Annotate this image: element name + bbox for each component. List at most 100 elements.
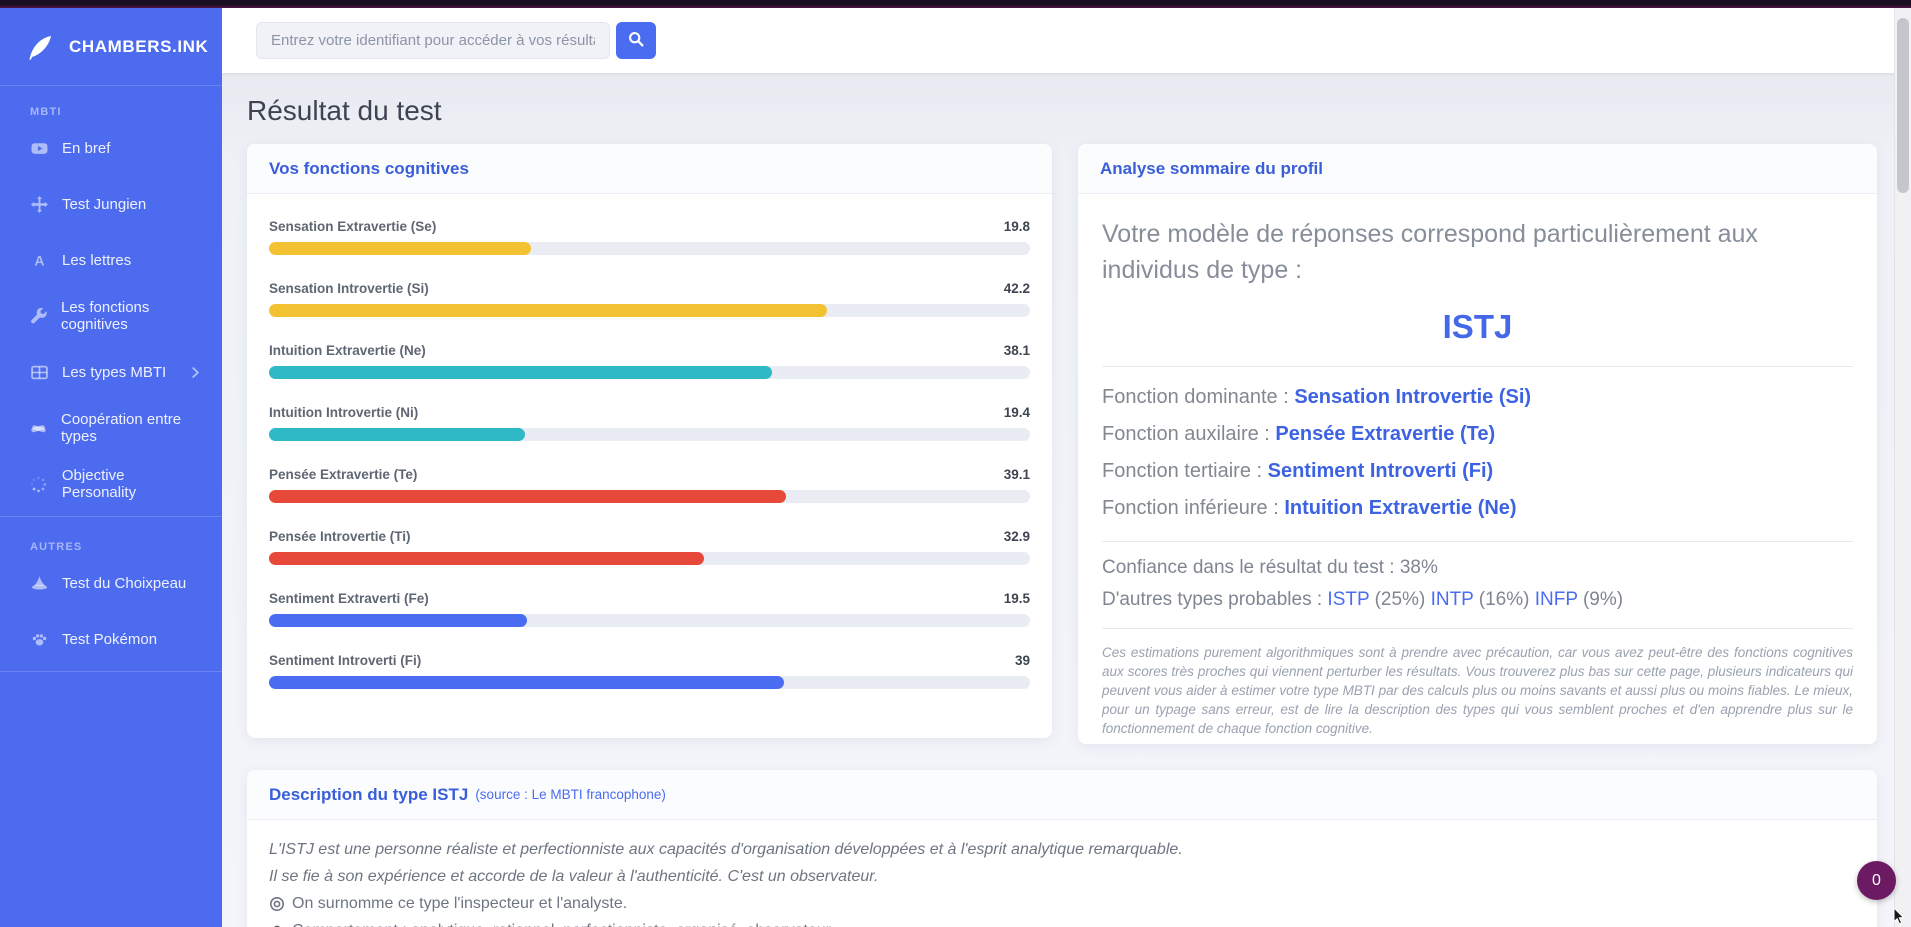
score-bar-track	[269, 304, 1030, 317]
function-score-row: Pensée Extravertie (Te) 39.1	[269, 467, 1030, 503]
paw-icon	[30, 631, 48, 648]
type-description-source: (source : Le MBTI francophone)	[475, 787, 666, 802]
function-label: Pensée Introvertie (Ti)	[269, 529, 411, 544]
brand[interactable]: CHAMBERS.INK	[0, 8, 222, 86]
sidebar-item-en-bref[interactable]: En bref	[0, 120, 222, 176]
page-scrollbar[interactable]	[1894, 8, 1911, 927]
video-icon	[30, 140, 48, 157]
function-score-row: Sensation Extravertie (Se) 19.8	[269, 219, 1030, 255]
divider	[1102, 366, 1853, 367]
score-bar-track	[269, 614, 1030, 627]
sidebar-item-objective-personality[interactable]: Objective Personality	[0, 456, 222, 512]
sidebar-item-label: Test du Choixpeau	[62, 574, 187, 592]
score-bar-track	[269, 366, 1030, 379]
score-bar-fill	[269, 428, 526, 441]
profile-analysis-card-header: Analyse sommaire du profil	[1078, 144, 1877, 194]
score-bar-track	[269, 242, 1030, 255]
disclaimer-text: Ces estimations purement algorithmiques …	[1102, 645, 1853, 736]
function-stack-line: Fonction inférieure : Intuition Extraver…	[1102, 490, 1853, 527]
function-score: 32.9	[1003, 529, 1030, 544]
type-link-intp[interactable]: INTP	[1430, 589, 1474, 610]
notification-badge[interactable]: 0	[1857, 861, 1896, 900]
description-text: L'ISTJ est une personne réaliste et perf…	[269, 841, 1183, 858]
sidebar-item-les-lettres[interactable]: A Les lettres	[0, 232, 222, 288]
function-label: Sensation Extravertie (Se)	[269, 219, 437, 234]
function-stack-value: Pensée Extravertie (Te)	[1275, 423, 1496, 445]
function-label: Sensation Introvertie (Si)	[269, 281, 429, 296]
function-score-row: Intuition Introvertie (Ni) 19.4	[269, 405, 1030, 441]
function-stack-line: Fonction tertiaire : Sentiment Introvert…	[1102, 453, 1853, 490]
feather-logo-icon	[24, 31, 56, 63]
handshake-icon	[30, 420, 47, 437]
sidebar-item-label: Coopération entre types	[61, 411, 182, 445]
type-description-card: Description du type ISTJ (source : Le MB…	[247, 770, 1877, 927]
sidebar-section-label: AUTRES	[30, 541, 83, 553]
score-bar-fill	[269, 242, 531, 255]
function-score: 39	[1014, 653, 1030, 668]
score-bar-fill	[269, 676, 785, 689]
function-stack-value: Sentiment Introverti (Fi)	[1267, 460, 1494, 482]
type-description-card-title: Description du type ISTJ	[269, 784, 469, 804]
sidebar-section-label: MBTI	[30, 106, 62, 118]
pin-icon	[269, 923, 285, 927]
function-score-row: Intuition Extravertie (Ne) 38.1	[269, 343, 1030, 379]
function-stack-value: Intuition Extravertie (Ne)	[1284, 497, 1517, 519]
letter-a-icon: A	[30, 252, 48, 269]
other-types-label: D'autres types probables :	[1102, 589, 1328, 610]
sidebar-item-test-jungien[interactable]: Test Jungien	[0, 176, 222, 232]
wrench-icon	[30, 307, 47, 325]
function-score-row: Pensée Introvertie (Ti) 32.9	[269, 529, 1030, 565]
search-input[interactable]	[256, 22, 610, 59]
browser-top-strip	[0, 0, 1911, 8]
function-stack-line: Fonction dominante : Sensation Introvert…	[1102, 379, 1853, 416]
analysis-intro: Votre modèle de réponses correspond part…	[1102, 220, 1758, 284]
sidebar-item-test-pokemon[interactable]: Test Pokémon	[0, 611, 222, 667]
type-probability: (16%)	[1473, 589, 1535, 610]
sidebar-sections: MBTI En bref Test Jungien A Les lettres Les f…	[0, 86, 222, 672]
other-types-line: D'autres types probables : ISTP (25%) IN…	[1102, 584, 1853, 616]
description-line: L'ISTJ est une personne réaliste et perf…	[269, 836, 1855, 863]
type-link-infp[interactable]: INFP	[1534, 589, 1578, 610]
wizard-hat-icon	[30, 575, 48, 592]
sidebar-item-les-types-mbti[interactable]: Les types MBTI	[0, 344, 222, 400]
function-stack: Fonction dominante : Sensation Introvert…	[1102, 367, 1853, 527]
function-score: 39.1	[1003, 467, 1030, 482]
function-score: 42.2	[1003, 281, 1030, 296]
brand-name: CHAMBERS.INK	[69, 36, 209, 56]
description-line: Il se fie à son expérience et accorde de…	[269, 863, 1855, 890]
score-bar-track	[269, 428, 1030, 441]
result-type: ISTJ	[1442, 308, 1513, 345]
search-button[interactable]	[616, 22, 656, 59]
function-label: Intuition Extravertie (Ne)	[269, 343, 426, 358]
type-link-istp[interactable]: ISTP	[1327, 589, 1370, 610]
sidebar-divider	[0, 671, 222, 672]
mouse-cursor	[1893, 906, 1907, 927]
sidebar-divider	[0, 516, 222, 517]
sidebar: CHAMBERS.INK MBTI En bref Test Jungien A Les…	[0, 8, 222, 927]
sidebar-item-cooperation-entre-types[interactable]: Coopération entre types	[0, 400, 222, 456]
score-bar-track	[269, 490, 1030, 503]
type-probability: (9%)	[1577, 589, 1624, 610]
sidebar-item-test-du-choixpeau[interactable]: Test du Choixpeau	[0, 555, 222, 611]
sidebar-item-label: Les types MBTI	[62, 363, 167, 381]
sidebar-item-label: Les lettres	[62, 251, 132, 269]
sidebar-item-les-fonctions-cognitives[interactable]: Les fonctions cognitives	[0, 288, 222, 344]
function-label: Pensée Extravertie (Te)	[269, 467, 418, 482]
function-label: Sentiment Introverti (Fi)	[269, 653, 422, 668]
function-bars: Sensation Extravertie (Se) 19.8 Sensation …	[247, 194, 1052, 689]
spinner-icon	[30, 476, 48, 493]
divider	[1102, 541, 1853, 542]
scrollbar-thumb[interactable]	[1897, 18, 1909, 193]
score-bar-fill	[269, 366, 773, 379]
function-label: Sentiment Extraverti (Fe)	[269, 591, 429, 606]
function-stack-label: Fonction inférieure :	[1102, 497, 1285, 519]
sidebar-item-label: En bref	[62, 139, 111, 157]
function-score-row: Sensation Introvertie (Si) 42.2	[269, 281, 1030, 317]
score-bar-track	[269, 676, 1030, 689]
sidebar-item-label: Test Pokémon	[62, 630, 158, 648]
svg-text:A: A	[34, 252, 44, 268]
profile-analysis-body: Votre modèle de réponses correspond part…	[1078, 194, 1877, 738]
target-icon	[269, 896, 285, 912]
table-icon	[30, 364, 48, 381]
score-bar-fill	[269, 552, 704, 565]
